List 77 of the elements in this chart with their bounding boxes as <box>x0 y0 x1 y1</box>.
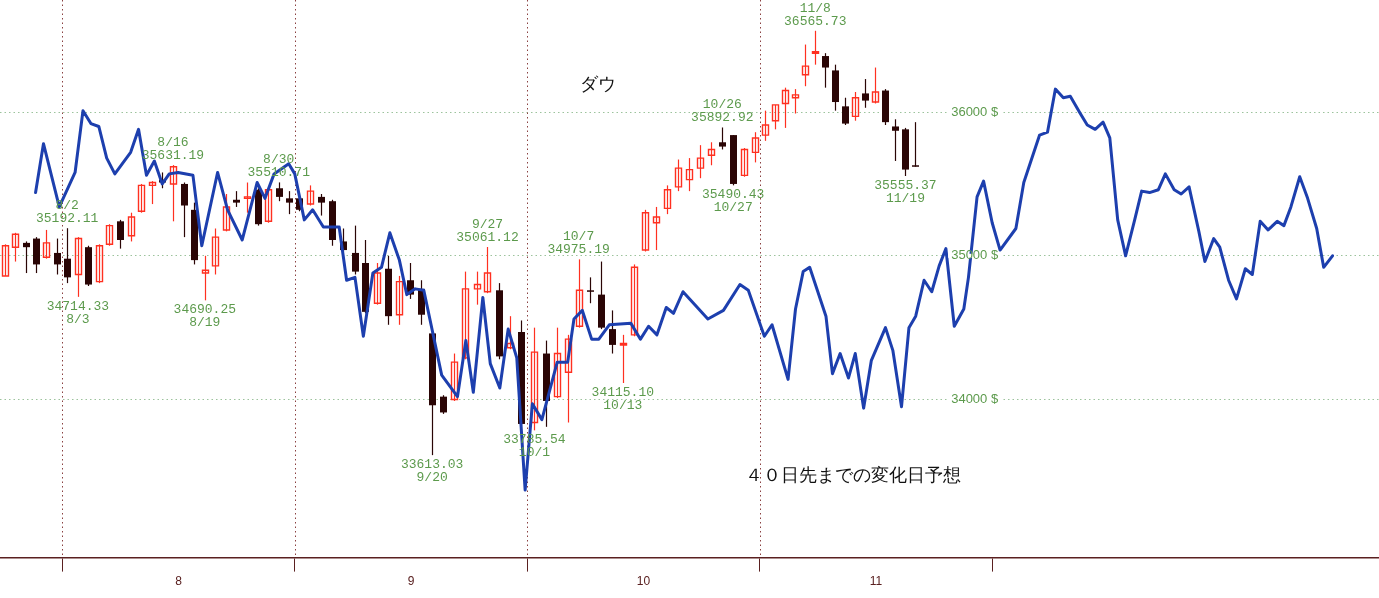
y-tick-label: 36000 $ <box>951 103 999 119</box>
x-tick-label: 9 <box>407 574 415 589</box>
candlestick <box>105 223 114 247</box>
candlestick <box>306 184 315 207</box>
annotation: 11/8 36565.73 <box>784 0 847 29</box>
candlestick <box>781 87 790 129</box>
x-tick-label: 8 <box>175 574 183 589</box>
candlestick <box>64 227 71 284</box>
candlestick <box>54 237 61 276</box>
candlestick <box>871 66 880 105</box>
candlestick <box>450 352 459 402</box>
candlestick <box>674 158 683 192</box>
candlestick <box>587 276 594 304</box>
annotation: ４０日先までの変化日予想 <box>744 463 961 485</box>
candlestick <box>862 78 869 109</box>
candlestick <box>42 229 51 260</box>
candlestick <box>373 262 382 306</box>
candlestick <box>740 147 749 178</box>
candlestick <box>553 327 562 399</box>
candlestick <box>23 240 30 274</box>
candlestick <box>912 121 919 168</box>
candlestick <box>822 52 829 89</box>
candlestick <box>892 118 899 162</box>
candlestick <box>181 181 188 238</box>
candlestick <box>74 236 83 298</box>
candlestick <box>286 190 293 215</box>
candlestick <box>201 255 210 301</box>
text: ダウ <box>580 72 617 94</box>
candlestick <box>243 181 252 214</box>
candlestick <box>440 394 447 415</box>
candlestick <box>137 183 146 214</box>
x-tick-label: 10 <box>636 574 651 589</box>
annotation: 10/7 34975.19 <box>547 229 610 258</box>
candlestick <box>791 88 800 115</box>
annotation: 35555.37 11/19 <box>874 177 937 206</box>
candlestick <box>801 43 810 87</box>
y-tick-label: 34000 $ <box>951 391 999 407</box>
candlestick <box>630 263 639 337</box>
candlestick <box>609 309 616 355</box>
annotation: 34115.10 10/13 <box>591 384 654 413</box>
x-tick-label: 11 <box>869 574 883 589</box>
candlestick <box>1 243 10 277</box>
candlestick <box>117 219 124 250</box>
candlestick <box>751 131 760 163</box>
candlestick <box>264 187 273 224</box>
candlestick <box>483 246 492 294</box>
candlestick <box>211 227 220 276</box>
candlestick <box>851 91 860 122</box>
candlestick <box>95 243 104 284</box>
candlestick <box>707 141 716 166</box>
annotation: 9/27 35061.12 <box>456 216 519 245</box>
candlestick <box>395 275 404 326</box>
candlestick <box>11 232 20 263</box>
annotation: 35490.43 10/27 <box>701 187 765 216</box>
candlestick <box>127 212 136 243</box>
candlestick <box>222 193 231 232</box>
candlestick <box>652 206 661 251</box>
candlestick <box>761 110 770 142</box>
candlestick <box>641 209 650 253</box>
candlestick <box>719 126 726 151</box>
annotation: 33613.03 9/20 <box>400 457 464 486</box>
candlestick <box>619 334 628 384</box>
candlestick <box>575 258 584 329</box>
candlestick <box>352 225 359 276</box>
candlestick <box>318 193 325 217</box>
candlestick <box>169 164 178 222</box>
y-tick-label: 35000 $ <box>951 247 999 263</box>
annotation: 34714.33 8/3 <box>46 298 110 327</box>
candlestick <box>696 144 705 179</box>
candlestick <box>663 184 672 215</box>
candlestick <box>276 181 283 202</box>
candlestick <box>771 104 780 130</box>
candlestick <box>685 157 694 192</box>
candlestick <box>473 271 482 306</box>
annotation: 34690.25 8/19 <box>173 302 237 331</box>
candlestick <box>842 97 849 126</box>
annotation: 10/26 35892.92 <box>691 97 754 126</box>
